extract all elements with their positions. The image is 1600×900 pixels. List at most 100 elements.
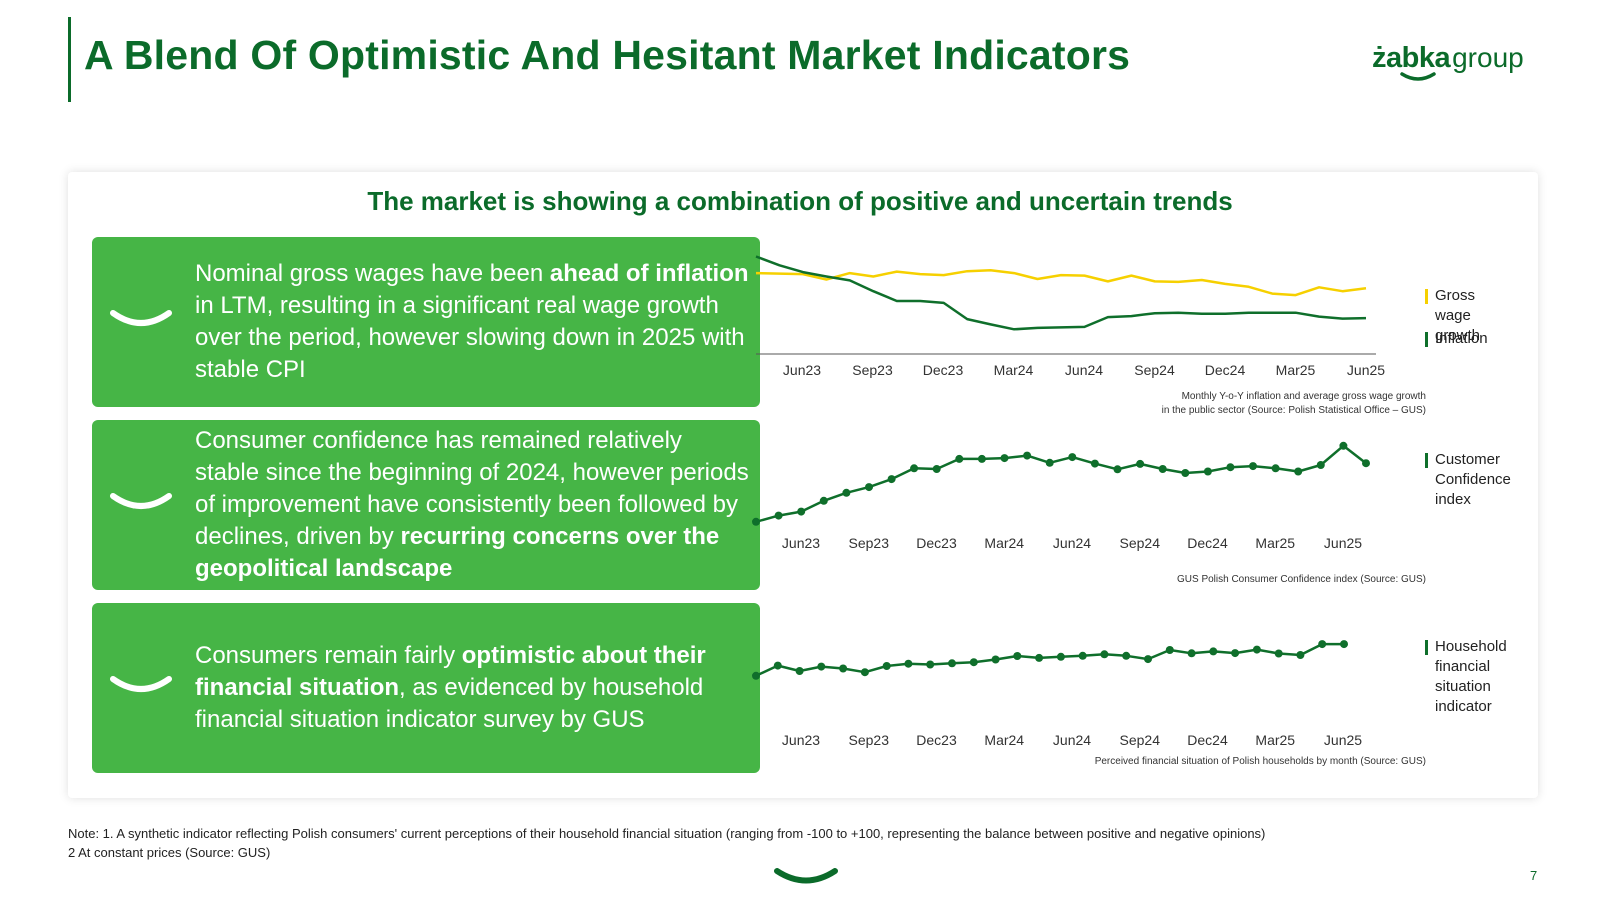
- smile-icon: [110, 676, 172, 692]
- x-tick-label: Sep23: [848, 535, 889, 551]
- data-point: [1296, 651, 1305, 659]
- data-point: [1068, 453, 1077, 462]
- chart-caption-confidence: GUS Polish Consumer Confidence index (So…: [1177, 573, 1426, 587]
- x-tick-label: Sep24: [1119, 732, 1160, 748]
- data-point: [795, 667, 804, 675]
- data-point: [932, 465, 941, 473]
- logo-suffix: group: [1452, 42, 1524, 73]
- x-tick-label: Sep23: [852, 362, 893, 378]
- data-point: [842, 488, 851, 497]
- x-tick-label: Jun24: [1052, 732, 1092, 748]
- chart-caption-household: Perceived financial situation of Polish …: [1095, 755, 1426, 769]
- data-point: [817, 662, 826, 671]
- data-point: [948, 659, 956, 668]
- data-point: [819, 496, 828, 505]
- series-line-customer-confidence-index: [755, 444, 1367, 524]
- data-point: [955, 454, 964, 463]
- insight-text-confidence: Consumer confidence has remained relativ…: [195, 425, 750, 585]
- x-tick-label: Jun23: [781, 732, 821, 748]
- data-point: [1023, 451, 1032, 460]
- legend-gross-wage: Gross wage growth: [1425, 286, 1480, 346]
- data-point: [752, 671, 760, 680]
- x-tick-label: Mar24: [984, 732, 1025, 748]
- data-point: [1226, 463, 1235, 472]
- footer-smile-icon: [774, 868, 838, 884]
- data-point: [797, 507, 806, 516]
- page-title: A Blend Of Optimistic And Hesitant Marke…: [84, 32, 1131, 78]
- x-tick-label: Dec24: [1187, 732, 1228, 748]
- data-point: [926, 660, 935, 669]
- data-point: [860, 668, 869, 677]
- title-accent-bar: [68, 17, 71, 102]
- data-point: [1231, 649, 1240, 658]
- data-point: [1056, 652, 1065, 661]
- data-point: [1294, 467, 1303, 476]
- data-point: [1035, 653, 1044, 662]
- series-line-gross-wage-growth: [755, 268, 1367, 297]
- data-point: [1362, 459, 1370, 468]
- series-line-inflation: [755, 255, 1367, 331]
- data-point: [1165, 646, 1174, 654]
- body-text: in LTM, resulting in a significant real …: [195, 292, 745, 383]
- data-point: [1181, 469, 1190, 477]
- data-point: [1187, 649, 1196, 658]
- chart-wages-inflation-plot: [755, 255, 1376, 355]
- data-point: [1045, 458, 1054, 467]
- data-point: [1318, 640, 1327, 649]
- x-tick-label: Jun25: [1323, 732, 1363, 748]
- x-tick-label: Dec23: [922, 362, 964, 378]
- data-point: [1316, 461, 1325, 469]
- footnote: Note: 1. A synthetic indicator reflectin…: [68, 824, 1265, 862]
- data-point: [969, 658, 978, 667]
- x-tick-label: Mar25: [1275, 362, 1316, 378]
- chart-household-financial-plot: [752, 640, 1348, 680]
- data-point: [865, 483, 873, 492]
- smile-icon: [110, 310, 172, 326]
- emphasis-text: recurring concerns over the geopolitical…: [195, 523, 720, 582]
- data-point: [1000, 454, 1009, 463]
- insight-box-confidence: Consumer confidence has remained relativ…: [92, 420, 760, 590]
- body-text: Consumers remain fairly: [195, 642, 462, 669]
- insight-text-financial: Consumers remain fairly optimistic about…: [195, 640, 750, 736]
- data-point: [774, 511, 783, 520]
- body-text: , as evidenced by household financial si…: [195, 674, 704, 733]
- data-point: [977, 454, 986, 463]
- data-point: [1203, 467, 1212, 476]
- chart-household-financial: Jun23 Sep23 Dec23 Mar24 Jun24 Sep24 Dec24 Mar25…: [752, 612, 1507, 772]
- data-point: [1144, 655, 1152, 664]
- legend-customer-confidence: Customer Confidence index: [1425, 450, 1515, 510]
- section-subtitle: The market is showing a combination of p…: [367, 186, 1233, 216]
- x-tick-label: Sep23: [848, 732, 889, 748]
- logo-smile-icon: [1400, 72, 1436, 81]
- data-point: [1274, 649, 1283, 658]
- caption-line: Perceived financial situation of Polish …: [1094, 756, 1426, 767]
- data-point: [752, 517, 760, 526]
- caption-line: Monthly Y-o-Y inflation and average gros…: [1181, 391, 1426, 402]
- insight-box-wages: Nominal gross wages have been ahead of i…: [92, 237, 760, 407]
- page-number: 7: [1530, 868, 1538, 883]
- data-point: [991, 655, 1000, 664]
- x-tick-label: Jun25: [1346, 362, 1386, 378]
- chart-consumer-confidence: Jun23 Sep23 Dec23 Mar24 Jun24 Sep24 Dec24 Mar25…: [752, 425, 1511, 595]
- data-point: [1136, 459, 1145, 468]
- smile-icon: [110, 493, 172, 509]
- x-tick-label: Mar24: [993, 362, 1034, 378]
- emphasis-text: optimistic about their financial situati…: [195, 642, 706, 701]
- x-tick-label: Mar25: [1255, 732, 1296, 748]
- logo-brand: żabka: [1372, 42, 1451, 74]
- data-point: [1122, 651, 1131, 660]
- caption-line: in the public sector (Source: Polish Sta…: [1161, 405, 1426, 416]
- series-line-household-financial-situation-indicator: [755, 642, 1344, 677]
- emphasis-text: ahead of inflation: [549, 260, 749, 287]
- x-tick-label: Jun24: [1052, 535, 1092, 551]
- chart-consumer-confidence-plot: [752, 441, 1370, 526]
- x-tick-label: Dec24: [1204, 362, 1246, 378]
- data-point: [839, 664, 848, 673]
- chart-caption-wages: Monthly Y-o-Y inflation and average gros…: [1162, 390, 1426, 418]
- data-point: [910, 464, 919, 473]
- body-text: Consumer confidence has remained relativ…: [195, 427, 749, 550]
- zabka-group-logo: żabka group: [1372, 42, 1524, 86]
- chart-wages-inflation: Jun23 Sep23 Dec23 Mar24 Jun24 Sep24 Dec24 Mar25…: [755, 244, 1488, 419]
- body-text: Nominal gross wages have been: [195, 260, 550, 287]
- data-point: [1339, 441, 1348, 450]
